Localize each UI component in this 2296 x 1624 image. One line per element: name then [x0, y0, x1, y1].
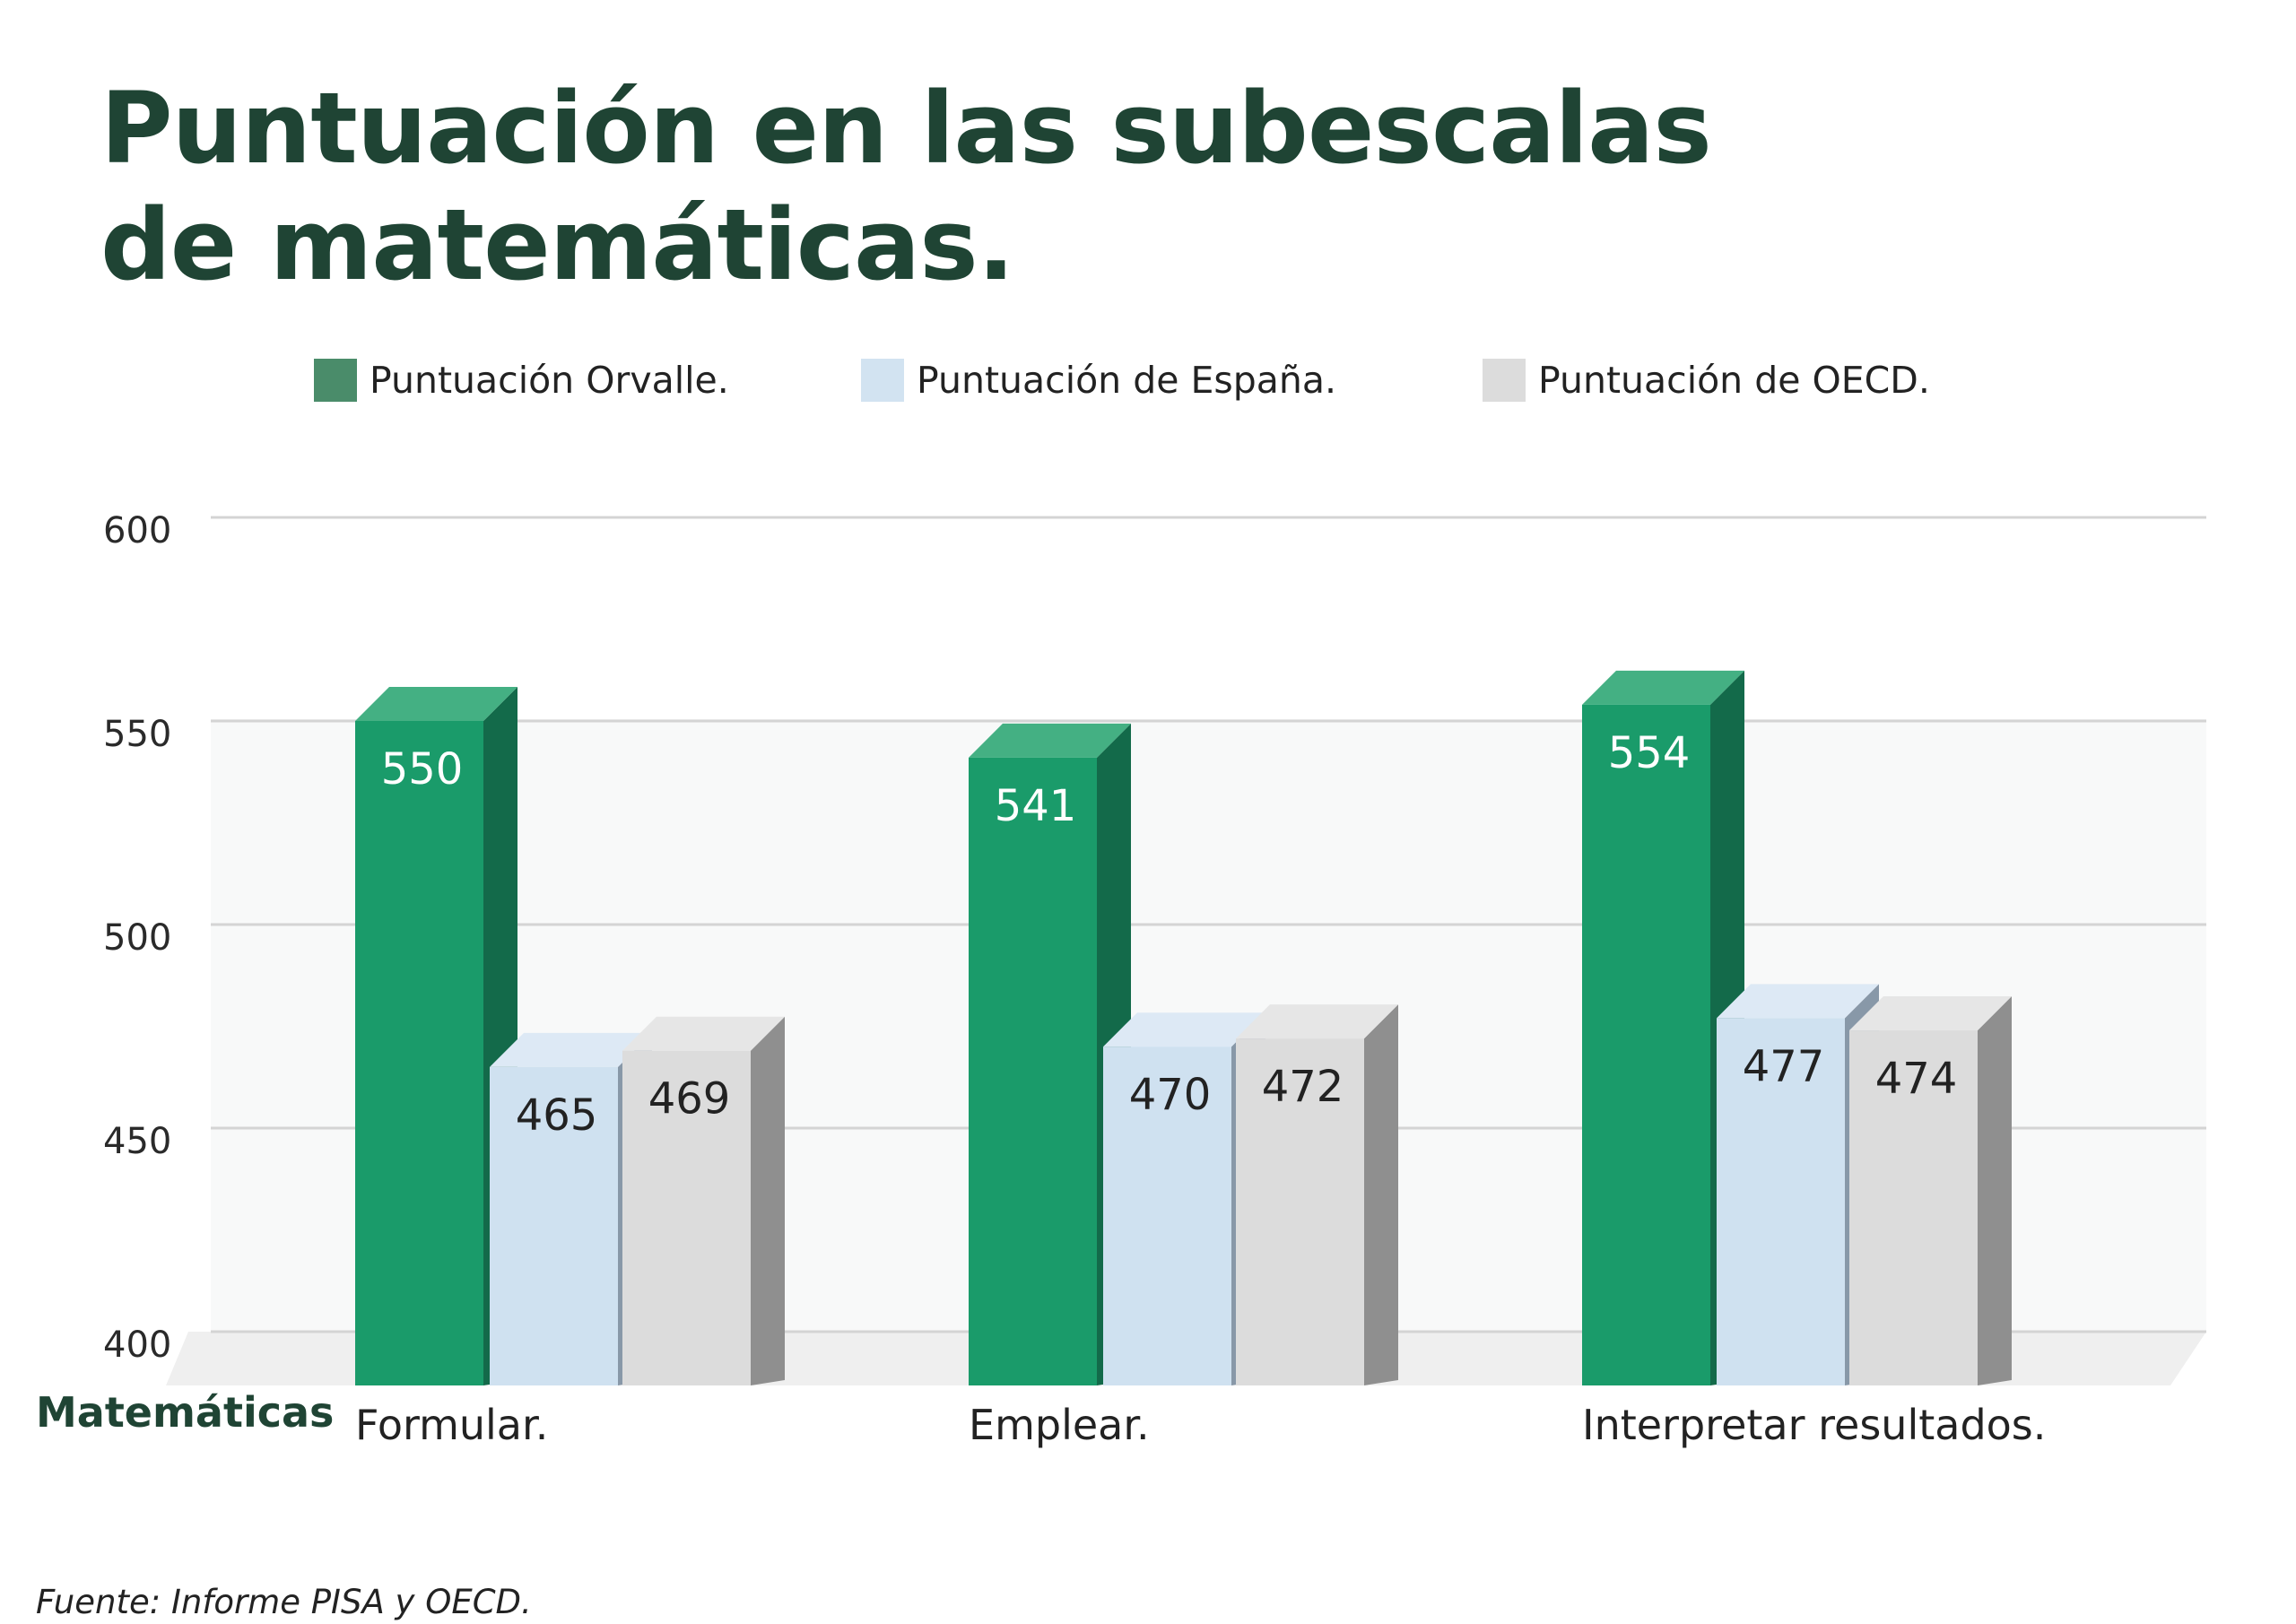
legend-label-orvalle: Puntuación Orvalle. — [370, 359, 729, 402]
bar — [490, 1066, 618, 1385]
bar-value-label: 541 — [995, 781, 1077, 831]
bar — [1582, 704, 1710, 1385]
bar — [1717, 1018, 1845, 1385]
bar-top — [490, 1032, 652, 1067]
legend: Puntuación Orvalle. Puntuación de España… — [0, 359, 2296, 421]
bar — [969, 757, 1097, 1385]
y-tick-label: 400 — [103, 1324, 171, 1366]
bar-top — [622, 1016, 785, 1051]
bar-top — [1103, 1012, 1265, 1047]
legend-swatch-orvalle — [314, 359, 357, 402]
legend-item-orvalle: Puntuación Orvalle. — [314, 359, 729, 402]
chart-title-line-1: Puntuación en las subescalas — [100, 71, 1712, 186]
chart-title-line-2: de matemáticas. — [100, 187, 1015, 302]
x-tick-label: Emplear. — [969, 1401, 1150, 1449]
source-note: Fuente: Informe PISA y OECD. — [36, 1583, 532, 1621]
y-tick-label: 500 — [103, 917, 171, 959]
bar — [1103, 1046, 1231, 1385]
y-tick-label: 550 — [103, 714, 171, 755]
legend-label-oecd: Puntuación de OECD. — [1538, 359, 1930, 402]
bar-top — [1582, 670, 1744, 705]
bar — [355, 721, 483, 1385]
bar-value-label: 465 — [516, 1090, 598, 1141]
legend-label-espana: Puntuación de España. — [917, 359, 1337, 402]
bar-side — [1978, 996, 2012, 1385]
y-tick-label: 450 — [103, 1121, 171, 1162]
x-tick-label: Formular. — [355, 1401, 548, 1449]
y-tick-label: 600 — [103, 510, 171, 551]
bar-top — [355, 687, 517, 721]
bar-value-label: 469 — [648, 1074, 731, 1125]
bar-side — [751, 1016, 785, 1385]
bar-top — [1717, 984, 1879, 1019]
legend-swatch-espana — [861, 359, 904, 402]
bar — [1849, 1030, 1978, 1385]
bar-value-label: 550 — [381, 744, 464, 795]
bar-top — [969, 723, 1131, 758]
bar-value-label: 474 — [1875, 1054, 1958, 1104]
legend-swatch-oecd — [1483, 359, 1526, 402]
bar-value-label: 554 — [1608, 728, 1691, 778]
bar-top — [1849, 996, 2012, 1031]
bar-value-label: 477 — [1743, 1041, 1825, 1091]
bar-top — [1236, 1004, 1398, 1039]
x-axis-title: Matemáticas — [36, 1388, 335, 1437]
bar — [1236, 1038, 1364, 1385]
legend-item-oecd: Puntuación de OECD. — [1483, 359, 1930, 402]
chart-title: Puntuación en las subescalas de matemáti… — [100, 70, 1712, 303]
bar-side — [1364, 1004, 1398, 1385]
bar-value-label: 472 — [1262, 1062, 1344, 1112]
bar-value-label: 470 — [1129, 1070, 1212, 1120]
x-tick-label: Interpretar resultados. — [1582, 1401, 2046, 1449]
legend-item-espana: Puntuación de España. — [861, 359, 1336, 402]
bar — [622, 1050, 751, 1385]
